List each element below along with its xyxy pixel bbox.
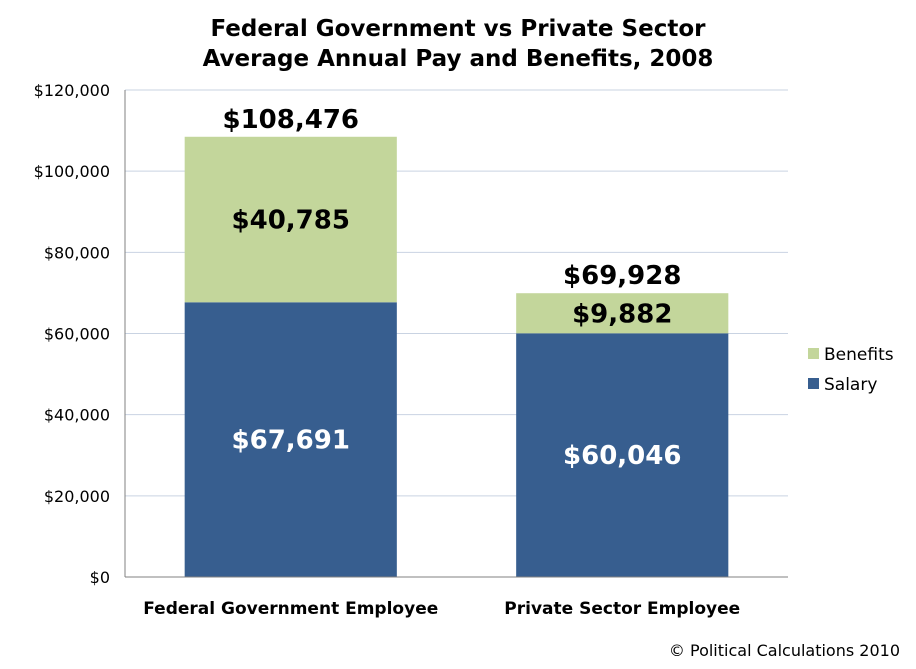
legend: Benefits Salary <box>808 345 894 395</box>
data-label-benefits-1: $40,785 <box>232 206 350 236</box>
total-label-2: $69,928 <box>563 261 681 291</box>
chart-title-line-2: Average Annual Pay and Benefits, 2008 <box>203 46 714 72</box>
y-tick-label: $60,000 <box>44 325 110 344</box>
category-label-1: Federal Government Employee <box>143 599 438 619</box>
y-tick-label: $40,000 <box>44 406 110 425</box>
legend-label-salary: Salary <box>824 375 877 395</box>
legend-swatch-benefits <box>808 348 819 359</box>
bar-salary-2 <box>516 333 729 577</box>
legend-label-benefits: Benefits <box>824 345 894 365</box>
data-label-salary-2: $60,046 <box>563 441 681 471</box>
bar-benefits-1 <box>184 136 397 303</box>
y-tick-label: $120,000 <box>34 81 110 100</box>
category-labels: Federal Government Employee Private Secto… <box>143 599 740 619</box>
y-axis-tick-labels: $0 $20,000 $40,000 $60,000 $80,000 $100,000 $1… <box>34 81 110 587</box>
category-label-2: Private Sector Employee <box>504 599 740 619</box>
total-label-1: $108,476 <box>222 105 359 135</box>
data-label-benefits-2: $9,882 <box>572 299 672 329</box>
data-label-salary-1: $67,691 <box>232 426 350 456</box>
y-tick-label: $0 <box>90 568 110 587</box>
chart-title-line-1: Federal Government vs Private Sector <box>211 16 707 42</box>
axes <box>124 90 788 578</box>
bar-benefits-2 <box>516 293 729 334</box>
y-tick-label: $100,000 <box>34 162 110 181</box>
chart-title: Federal Government vs Private Sector Ave… <box>203 16 714 72</box>
legend-swatch-salary <box>808 378 819 389</box>
y-tick-label: $80,000 <box>44 243 110 262</box>
y-tick-label: $20,000 <box>44 487 110 506</box>
bars: $67,691 $40,785 $108,476 $60,046 $9,882 $69,9… <box>184 105 729 577</box>
bar-salary-1 <box>184 302 397 577</box>
copyright-text: © Political Calculations 2010 <box>669 641 900 660</box>
